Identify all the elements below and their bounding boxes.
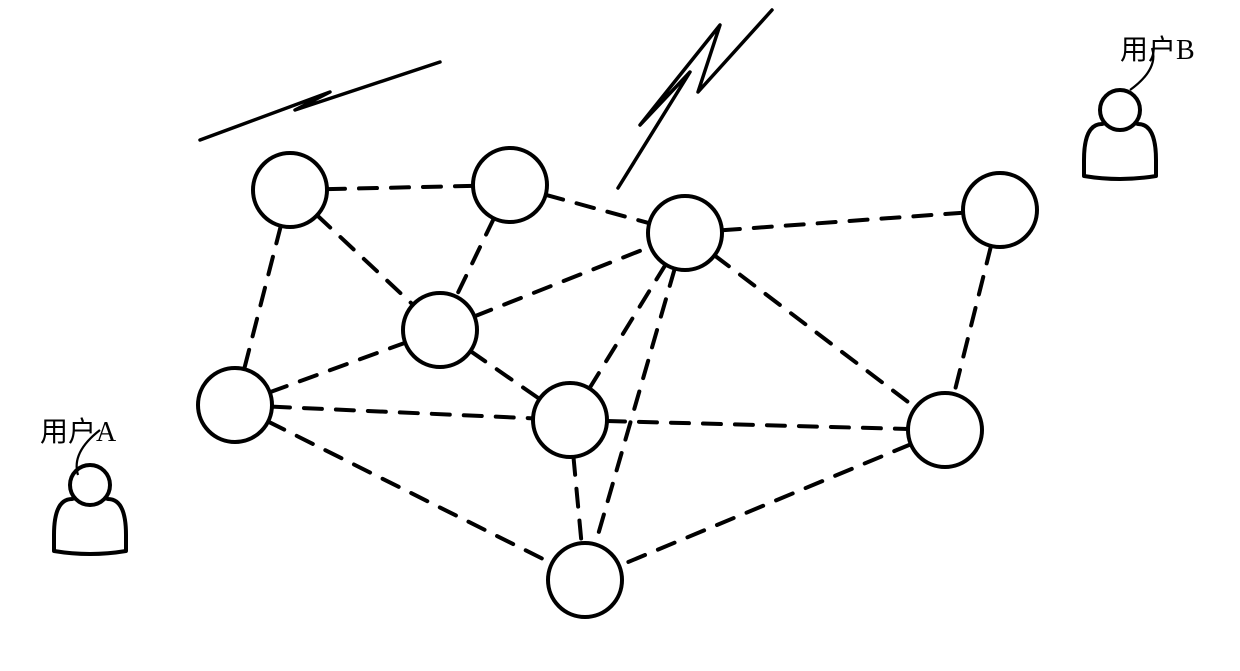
user-a-label: 用户A bbox=[40, 410, 116, 450]
edge bbox=[607, 421, 908, 429]
network-node bbox=[533, 383, 607, 457]
user-b-label: 用户B bbox=[1120, 28, 1195, 68]
edge bbox=[954, 246, 991, 394]
network-node bbox=[963, 173, 1037, 247]
network-node bbox=[198, 368, 272, 442]
edge bbox=[272, 407, 533, 419]
edge bbox=[317, 215, 413, 305]
edge bbox=[722, 213, 963, 231]
diagram-svg bbox=[0, 0, 1240, 671]
user-b-icon bbox=[1084, 90, 1156, 179]
network-node bbox=[253, 153, 327, 227]
edge bbox=[573, 457, 581, 543]
network-diagram: 用户A 用户B bbox=[0, 0, 1240, 671]
users-layer bbox=[54, 90, 1156, 554]
edge bbox=[270, 343, 406, 393]
lightning-icon bbox=[200, 62, 440, 140]
edge bbox=[589, 265, 665, 389]
edge bbox=[327, 186, 473, 189]
edge bbox=[595, 269, 675, 545]
edge bbox=[244, 226, 281, 369]
network-node bbox=[403, 293, 477, 367]
edge bbox=[470, 351, 539, 399]
lightning-icon bbox=[618, 10, 772, 188]
edge bbox=[714, 255, 915, 407]
nodes-layer bbox=[198, 148, 1037, 617]
edge bbox=[456, 218, 494, 296]
edges-layer bbox=[244, 186, 991, 566]
network-node bbox=[908, 393, 982, 467]
edge bbox=[474, 247, 650, 317]
edge bbox=[546, 195, 650, 223]
network-node bbox=[548, 543, 622, 617]
edge bbox=[619, 444, 911, 566]
user-a-icon bbox=[54, 465, 126, 554]
edge bbox=[268, 422, 552, 564]
network-node bbox=[648, 196, 722, 270]
network-node bbox=[473, 148, 547, 222]
